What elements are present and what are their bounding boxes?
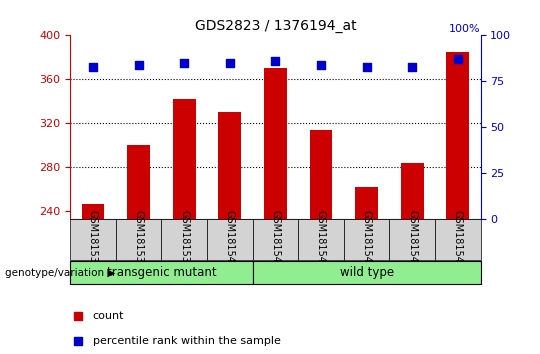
Text: GSM181537: GSM181537	[88, 210, 98, 269]
Title: GDS2823 / 1376194_at: GDS2823 / 1376194_at	[194, 19, 356, 33]
Bar	[264, 68, 287, 219]
Text: GSM181543: GSM181543	[362, 210, 372, 269]
Text: wild type: wild type	[340, 266, 394, 279]
Text: GSM181540: GSM181540	[225, 210, 235, 269]
Text: GSM181542: GSM181542	[316, 210, 326, 269]
Point	[408, 64, 416, 69]
Bar	[70, 219, 116, 260]
Bar	[344, 219, 389, 260]
Text: genotype/variation ▶: genotype/variation ▶	[5, 268, 116, 278]
Text: GSM181539: GSM181539	[179, 210, 189, 269]
Text: transgenic mutant: transgenic mutant	[106, 266, 216, 279]
Bar	[389, 219, 435, 260]
Text: count: count	[93, 311, 124, 321]
Bar	[70, 261, 253, 284]
Text: GSM181538: GSM181538	[133, 210, 144, 269]
Point	[89, 64, 97, 69]
Bar	[116, 219, 161, 260]
Point	[346, 233, 354, 238]
Point	[454, 57, 462, 62]
Bar	[218, 112, 241, 219]
Text: GSM181544: GSM181544	[407, 210, 417, 269]
Bar	[82, 204, 104, 219]
Point	[362, 64, 371, 69]
Point	[316, 62, 325, 68]
Text: percentile rank within the sample: percentile rank within the sample	[93, 336, 281, 346]
Text: 100%: 100%	[449, 24, 481, 34]
Bar	[298, 219, 344, 260]
Point	[346, 7, 354, 13]
Bar	[127, 145, 150, 219]
Text: GSM181541: GSM181541	[271, 210, 280, 269]
Bar	[253, 261, 481, 284]
Bar	[207, 219, 253, 260]
Bar	[173, 99, 195, 219]
Bar	[161, 219, 207, 260]
Bar	[355, 187, 378, 219]
Bar	[447, 52, 469, 219]
Point	[226, 60, 234, 66]
Point	[271, 58, 280, 64]
Bar	[253, 219, 298, 260]
Text: GSM181545: GSM181545	[453, 210, 463, 269]
Bar	[309, 130, 333, 219]
Bar	[401, 162, 423, 219]
Point	[134, 62, 143, 68]
Bar	[435, 219, 481, 260]
Point	[180, 60, 188, 66]
